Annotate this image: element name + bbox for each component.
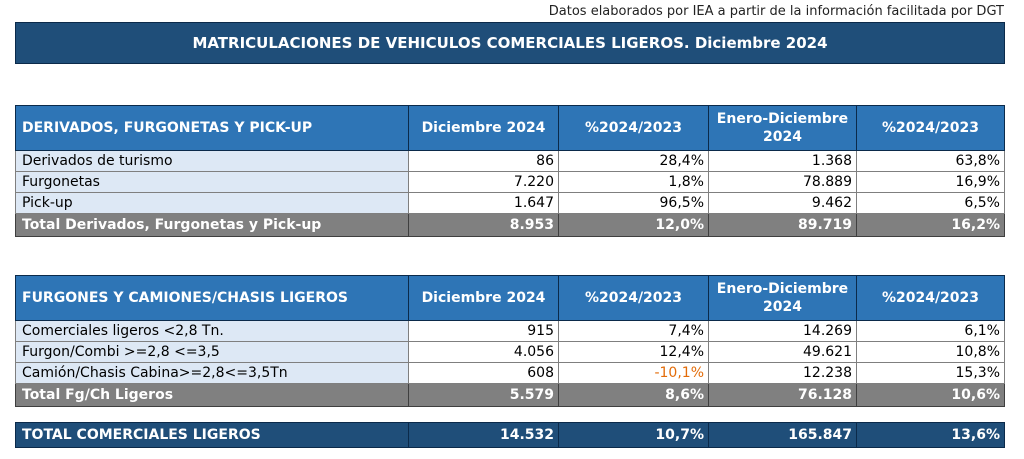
cell-ytd: 12.238 — [708, 362, 857, 384]
total-pct-month: 12,0% — [558, 213, 709, 237]
total-ytd: 89.719 — [708, 213, 857, 237]
total-ytd: 76.128 — [708, 383, 857, 407]
table-row: Furgon/Combi >=2,8 <=3,5 4.056 12,4% 49.… — [15, 341, 1005, 363]
row-label: Furgon/Combi >=2,8 <=3,5 — [15, 341, 409, 363]
cell-pct-month-negative: -10,1% — [558, 362, 709, 384]
table-row: Comerciales ligeros <2,8 Tn. 915 7,4% 14… — [15, 320, 1005, 342]
cell-pct-month: 28,4% — [558, 150, 709, 172]
cell-pct-ytd: 63,8% — [856, 150, 1005, 172]
grand-total-pct-month: 10,7% — [558, 422, 709, 448]
header-month: Diciembre 2024 — [408, 105, 559, 151]
header-month: Diciembre 2024 — [408, 275, 559, 321]
cell-month: 1.647 — [408, 192, 559, 214]
cell-pct-ytd: 6,5% — [856, 192, 1005, 214]
table-row: Pick-up 1.647 96,5% 9.462 6,5% — [15, 192, 1005, 214]
total-pct-ytd: 10,6% — [856, 383, 1005, 407]
row-label: Derivados de turismo — [15, 150, 409, 172]
grand-total-ytd: 165.847 — [708, 422, 857, 448]
row-label: Furgonetas — [15, 171, 409, 193]
cell-ytd: 49.621 — [708, 341, 857, 363]
cell-pct-month: 12,4% — [558, 341, 709, 363]
row-label: Pick-up — [15, 192, 409, 214]
cell-pct-ytd: 16,9% — [856, 171, 1005, 193]
total-month: 8.953 — [408, 213, 559, 237]
table-header: FURGONES Y CAMIONES/CHASIS LIGEROS Dicie… — [15, 275, 1005, 321]
total-row: Total Derivados, Furgonetas y Pick-up 8.… — [15, 213, 1005, 237]
cell-pct-month: 7,4% — [558, 320, 709, 342]
total-label: Total Fg/Ch Ligeros — [15, 383, 409, 407]
header-ytd: Enero-Diciembre 2024 — [708, 105, 857, 151]
cell-ytd: 14.269 — [708, 320, 857, 342]
cell-month: 915 — [408, 320, 559, 342]
page-title: MATRICULACIONES DE VEHICULOS COMERCIALES… — [15, 22, 1005, 64]
cell-pct-ytd: 10,8% — [856, 341, 1005, 363]
total-pct-ytd: 16,2% — [856, 213, 1005, 237]
total-month: 5.579 — [408, 383, 559, 407]
total-row: Total Fg/Ch Ligeros 5.579 8,6% 76.128 10… — [15, 383, 1005, 407]
header-category: FURGONES Y CAMIONES/CHASIS LIGEROS — [15, 275, 409, 321]
table-header: DERIVADOS, FURGONETAS Y PICK-UP Diciembr… — [15, 105, 1005, 151]
header-pct-ytd: %2024/2023 — [856, 105, 1005, 151]
table-row: Furgonetas 7.220 1,8% 78.889 16,9% — [15, 171, 1005, 193]
grand-total-month: 14.532 — [408, 422, 559, 448]
header-pct-ytd: %2024/2023 — [856, 275, 1005, 321]
cell-ytd: 78.889 — [708, 171, 857, 193]
cell-pct-month: 1,8% — [558, 171, 709, 193]
cell-ytd: 1.368 — [708, 150, 857, 172]
grand-total-table: TOTAL COMERCIALES LIGEROS 14.532 10,7% 1… — [15, 422, 1005, 448]
grand-total-row: TOTAL COMERCIALES LIGEROS 14.532 10,7% 1… — [15, 422, 1005, 448]
derivados-table: DERIVADOS, FURGONETAS Y PICK-UP Diciembr… — [15, 105, 1005, 237]
source-note: Datos elaborados por IEA a partir de la … — [548, 4, 1004, 19]
cell-month: 4.056 — [408, 341, 559, 363]
cell-ytd: 9.462 — [708, 192, 857, 214]
row-label: Comerciales ligeros <2,8 Tn. — [15, 320, 409, 342]
row-label: Camión/Chasis Cabina>=2,8<=3,5Tn — [15, 362, 409, 384]
cell-month: 608 — [408, 362, 559, 384]
grand-total-pct-ytd: 13,6% — [856, 422, 1005, 448]
total-label: Total Derivados, Furgonetas y Pick-up — [15, 213, 409, 237]
header-pct-month: %2024/2023 — [558, 275, 709, 321]
cell-pct-month: 96,5% — [558, 192, 709, 214]
total-pct-month: 8,6% — [558, 383, 709, 407]
cell-month: 86 — [408, 150, 559, 172]
furgones-table: FURGONES Y CAMIONES/CHASIS LIGEROS Dicie… — [15, 275, 1005, 407]
grand-total-label: TOTAL COMERCIALES LIGEROS — [15, 422, 409, 448]
header-pct-month: %2024/2023 — [558, 105, 709, 151]
table-row: Camión/Chasis Cabina>=2,8<=3,5Tn 608 -10… — [15, 362, 1005, 384]
header-ytd: Enero-Diciembre 2024 — [708, 275, 857, 321]
cell-pct-ytd: 6,1% — [856, 320, 1005, 342]
cell-month: 7.220 — [408, 171, 559, 193]
table-row: Derivados de turismo 86 28,4% 1.368 63,8… — [15, 150, 1005, 172]
header-category: DERIVADOS, FURGONETAS Y PICK-UP — [15, 105, 409, 151]
cell-pct-ytd: 15,3% — [856, 362, 1005, 384]
